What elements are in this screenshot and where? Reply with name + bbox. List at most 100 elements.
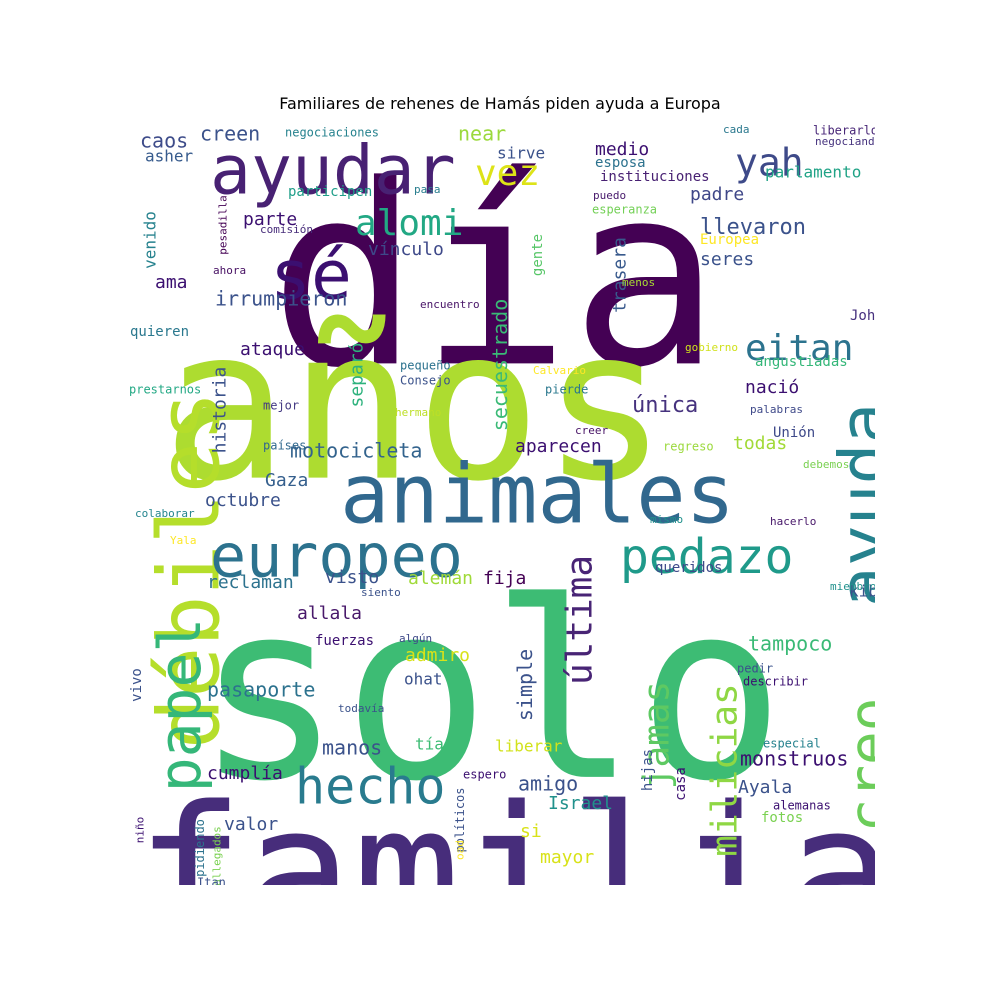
word-57: Johnny: [850, 308, 875, 324]
figure-title: Familiares de rehenes de Hamás piden ayu…: [279, 94, 721, 113]
word-17: yah: [735, 141, 804, 185]
word-118: casa: [673, 767, 689, 801]
word-74: creer: [575, 424, 608, 437]
word-66: nació: [745, 377, 799, 398]
word-77: motocicleta: [290, 439, 422, 463]
word-51: ahora: [213, 264, 246, 277]
word-36: participen: [288, 184, 372, 200]
word-82: Gaza: [265, 470, 308, 491]
word-80: regreso: [663, 440, 714, 454]
word-49: seres: [700, 249, 754, 270]
word-34: liberarlos: [813, 124, 875, 138]
word-5: ayudar: [210, 132, 456, 211]
word-60: angustiadas: [755, 354, 848, 370]
word-122: niño: [134, 817, 147, 844]
word-96: allala: [297, 603, 362, 624]
word-65: pierde: [545, 383, 588, 397]
word-46: gente: [530, 234, 546, 276]
word-53: menos: [622, 276, 655, 289]
word-117: Ayala: [738, 777, 792, 798]
word-68: prestarnos: [129, 383, 201, 397]
word-31: padre: [690, 184, 744, 205]
word-9: sé: [270, 237, 352, 316]
word-58: ataque: [240, 339, 305, 360]
word-78: aparecen: [515, 436, 602, 457]
word-85: mismo: [650, 513, 683, 526]
word-81: debemos: [803, 458, 849, 471]
word-98: algún: [399, 632, 432, 645]
word-19: última: [560, 555, 601, 685]
word-93: kib: [849, 582, 875, 601]
word-110: liberar: [495, 737, 563, 756]
word-87: Yala: [170, 534, 197, 547]
word-124: políticos: [453, 787, 467, 852]
word-21: jamas: [637, 681, 678, 789]
word-108: manos: [322, 736, 382, 760]
word-48: Europea: [700, 232, 759, 248]
word-71: hermano: [395, 406, 441, 419]
word-50: ama: [155, 272, 188, 293]
word-92: queridos: [655, 560, 722, 576]
word-40: llevaron: [700, 215, 806, 240]
word-20: milicias: [705, 683, 746, 856]
word-4: animales: [340, 447, 735, 542]
word-37: pasa: [414, 183, 441, 196]
word-13: creo: [838, 698, 876, 833]
word-84: colaborar: [135, 507, 195, 520]
word-47: trasera: [610, 237, 631, 313]
word-73: palabras: [750, 403, 803, 416]
word-62: pequeño: [400, 359, 451, 373]
word-32: parlamento: [765, 163, 861, 182]
word-7: europeo: [210, 522, 463, 592]
word-10: papel: [146, 618, 214, 793]
word-33: cada: [723, 123, 750, 136]
word-14: alomi: [355, 203, 463, 244]
word-25: near: [458, 122, 506, 146]
word-41: parte: [243, 209, 297, 230]
word-106: describir: [743, 675, 808, 689]
word-30: instituciones: [600, 169, 710, 185]
word-130: Itan: [197, 876, 226, 886]
word-24: asher: [145, 147, 194, 166]
word-72: única: [632, 393, 698, 418]
word-8: ayuda: [826, 403, 876, 608]
word-35: negociando: [815, 135, 875, 148]
word-52: irrumpieron: [215, 287, 347, 311]
word-109: tía: [415, 735, 444, 754]
word-cloud-canvas: díaañossolofamiliaanimalesayudardébilese…: [129, 122, 876, 886]
word-76: países: [263, 439, 306, 453]
word-2: solo: [195, 550, 785, 835]
word-70: mejor: [263, 399, 299, 413]
word-90: visto: [325, 567, 379, 588]
word-23: caos: [140, 129, 188, 153]
word-63: Consejo: [400, 374, 451, 388]
word-99: admiro: [405, 645, 470, 666]
word-126: fotos: [761, 810, 803, 826]
word-27: sirve: [497, 144, 545, 163]
word-119: Israel: [548, 793, 613, 814]
word-38: puedo: [593, 189, 626, 202]
word-54: encuentro: [420, 298, 480, 311]
word-59: gobierno: [685, 341, 738, 354]
word-115: espero: [463, 768, 506, 782]
word-123: pidiendo: [193, 819, 207, 877]
word-cloud: día años solo familia animales ayudar débiles e…: [125, 120, 876, 886]
word-112: especial: [763, 737, 821, 751]
word-91: fija: [483, 568, 526, 589]
word-1: años: [162, 283, 668, 528]
word-105: pedir: [737, 662, 773, 676]
word-18: eitan: [745, 328, 853, 369]
word-89: alemán: [408, 568, 473, 589]
word-75: Unión: [773, 425, 815, 441]
word-39: esperanza: [592, 203, 657, 217]
word-103: pasaporte: [207, 678, 315, 702]
word-44: comisión: [260, 223, 313, 236]
word-11: hecho: [295, 758, 446, 816]
word-26: negociaciones: [285, 126, 379, 140]
word-111: hijas: [640, 749, 656, 791]
word-16: vez: [475, 153, 540, 194]
word-107: todavía: [338, 702, 384, 715]
word-104: ohat: [404, 670, 443, 689]
word-120: alemanas: [773, 799, 831, 813]
